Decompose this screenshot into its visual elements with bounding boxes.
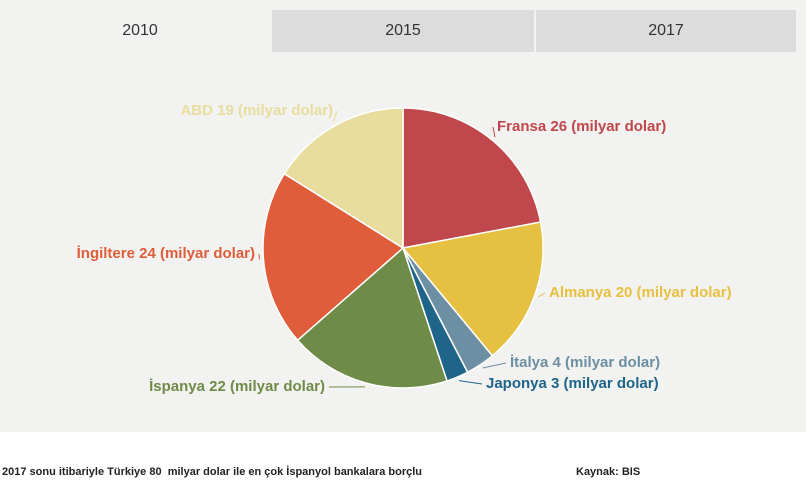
data-label: Fransa 26 (milyar dolar) xyxy=(497,118,666,135)
tab-label: 2010 xyxy=(122,22,158,39)
tab-label: 2015 xyxy=(385,22,421,39)
data-label: İngiltere 24 (milyar dolar) xyxy=(77,245,255,262)
data-label: Japonya 3 (milyar dolar) xyxy=(486,375,659,392)
data-label: ABD 19 (milyar dolar) xyxy=(180,102,333,119)
data-label: İtalya 4 (milyar dolar) xyxy=(510,354,660,371)
data-label: İspanya 22 (milyar dolar) xyxy=(149,378,325,395)
footer-source: Kaynak: BIS xyxy=(576,466,640,478)
data-label: Almanya 20 (milyar dolar) xyxy=(549,284,732,301)
tab-label: 2017 xyxy=(648,22,684,39)
tab-bar: 2010 2015 2017 xyxy=(10,10,796,52)
footer-note: 2017 sonu itibariyle Türkiye 80 milyar d… xyxy=(2,465,422,478)
